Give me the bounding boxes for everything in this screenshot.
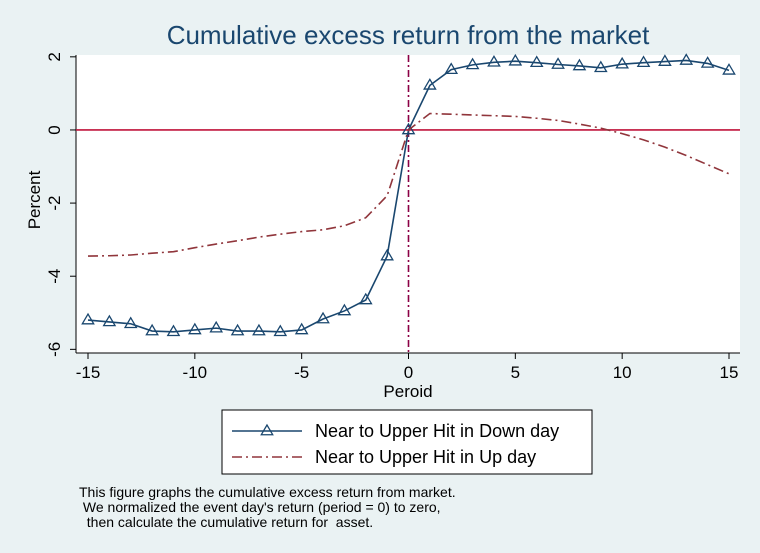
series-1-point: [358, 292, 373, 305]
series-1-point: [679, 53, 694, 65]
series-1-point: [508, 53, 523, 66]
series-1-point: [593, 60, 608, 73]
series-layer: [81, 53, 736, 337]
chart-title: Cumulative excess return from the market: [167, 20, 650, 50]
y-axis-title: Percent: [25, 170, 44, 229]
legend-label-2: Near to Upper Hit in Up day: [315, 447, 536, 467]
series-1-point: [700, 56, 715, 68]
series-1-point: [636, 55, 651, 68]
series-1-point: [529, 55, 544, 68]
x-tick-label: 0: [404, 363, 413, 382]
note-line-1: This figure graphs the cumulative excess…: [79, 484, 456, 500]
y-tick-label: 0: [45, 125, 64, 134]
series-1-point: [209, 320, 224, 333]
figure-note: This figure graphs the cumulative excess…: [79, 484, 456, 530]
series-1-point: [401, 122, 416, 135]
series-1-point: [316, 311, 330, 324]
legend: Near to Upper Hit in Down day Near to Upp…: [221, 409, 593, 475]
x-axis-title: Peroid: [383, 382, 432, 401]
series-1-point: [252, 323, 266, 336]
y-tick-label: -2: [45, 196, 64, 211]
plot-area: [76, 55, 740, 353]
series-1-point: [337, 303, 352, 316]
series-1-point: [294, 322, 309, 335]
x-tick-label: -10: [183, 363, 208, 382]
y-tick-label: -6: [45, 342, 64, 357]
series-1-point: [658, 54, 672, 66]
series-1-point: [615, 56, 630, 69]
series-1-point: [230, 323, 245, 336]
series-1-point: [465, 57, 480, 70]
x-tick-label: 15: [720, 363, 739, 382]
series-1-point: [722, 63, 736, 75]
x-tick-label: -5: [294, 363, 309, 382]
x-tick-label: 5: [511, 363, 520, 382]
series-1-point: [380, 248, 394, 261]
series-1-point: [145, 323, 159, 336]
y-tick-label: 2: [45, 52, 64, 61]
series-1-point: [102, 314, 117, 327]
legend-label-1: Near to Upper Hit in Down day: [315, 421, 559, 441]
legend-box: [221, 409, 593, 475]
axes: -6 -4 -2 0 2 -15 -10 -5 0 5 10 15: [45, 52, 740, 382]
note-line-2: We normalized the event day's return (pe…: [79, 499, 441, 515]
series-1-point: [551, 57, 565, 69]
series-line-2: [87, 112, 730, 257]
x-tick-label: -15: [76, 363, 101, 382]
note-line-3: then calculate the cumulative return for…: [79, 514, 373, 530]
x-tick-label: 10: [613, 363, 632, 382]
series-1-point: [166, 324, 181, 337]
series-1-point: [81, 312, 95, 325]
y-tick-label: -4: [45, 269, 64, 284]
series-1-point: [423, 78, 437, 90]
series-1-point: [444, 62, 459, 74]
legend-marker-1: [260, 423, 274, 436]
series-1-point: [273, 324, 288, 337]
series-1-point: [487, 55, 501, 67]
series-1-point: [187, 322, 202, 335]
series-1-point: [572, 58, 587, 71]
series-1-point: [123, 316, 138, 329]
